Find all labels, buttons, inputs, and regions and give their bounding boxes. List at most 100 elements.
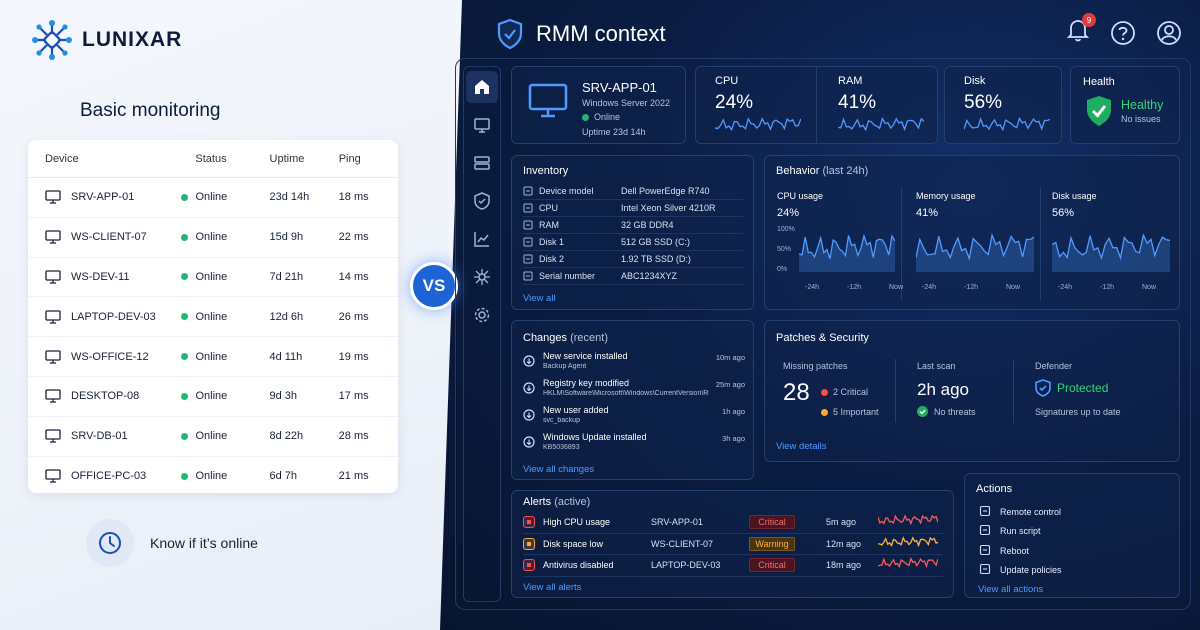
inventory-key: CPU — [523, 203, 621, 213]
changes-view-all[interactable]: View all changes — [523, 464, 595, 475]
severity-badge: Critical — [749, 558, 795, 573]
scan-status-text: No threats — [934, 406, 976, 417]
status-text: Online — [195, 390, 228, 403]
alert-severity: Warning — [749, 536, 826, 551]
sparkline-line — [714, 117, 802, 132]
action-item[interactable]: Reboot — [979, 541, 1169, 561]
sparkline-line — [877, 535, 939, 547]
alert-row[interactable]: High CPU usage SRV-APP-01 Critical 5m ago — [523, 512, 943, 534]
x-tick: Now — [889, 284, 904, 291]
important-text: 5 Important — [833, 407, 879, 417]
status-text: Online — [195, 310, 228, 323]
ping-cell: 14 ms — [338, 270, 369, 283]
behavior-chart-label: CPU usage — [777, 191, 824, 201]
alert-name: Disk space low — [543, 538, 604, 549]
change-item[interactable]: Registry key modified HKLM\Software\Micro… — [523, 378, 745, 405]
alert-row[interactable]: Antivirus disabled LAPTOP-DEV-03 Critical 1… — [523, 555, 943, 577]
col-status: Status — [195, 152, 227, 165]
sparkline — [877, 535, 939, 547]
change-item[interactable]: New service installed Backup Agent 10m ago — [523, 351, 745, 378]
nav-reports[interactable] — [466, 223, 498, 255]
table-row[interactable]: WS-DEV-11 Online 7d 21h 14 ms — [28, 258, 398, 298]
status-dot — [181, 193, 189, 201]
table-row[interactable]: SRV-APP-01 Online 23d 14h 18 ms — [28, 178, 398, 218]
alerts-title: Alerts (active) — [523, 496, 590, 508]
metric-ram: RAM 41% — [818, 66, 940, 144]
uptime-cell: 6d 7h — [269, 470, 297, 483]
inventory-key-text: RAM — [539, 220, 559, 230]
network-logo-icon — [32, 20, 72, 60]
sparkline-area — [799, 235, 895, 272]
change-item[interactable]: Windows Update installed KB5036893 3h ago — [523, 432, 745, 459]
device-cell: LAPTOP-DEV-03 — [45, 310, 181, 324]
patches-view-details[interactable]: View details — [776, 441, 827, 452]
nav-network[interactable] — [466, 261, 498, 293]
table-row[interactable]: DESKTOP-08 Online 9d 3h 17 ms — [28, 377, 398, 417]
table-row[interactable]: LAPTOP-DEV-03 Online 12d 6h 26 ms — [28, 297, 398, 338]
sparkline — [915, 232, 1035, 272]
device-cell: WS-DEV-11 — [45, 270, 181, 284]
help-icon[interactable] — [1110, 20, 1136, 46]
status-text: Online — [195, 350, 228, 363]
actions-view-all[interactable]: View all actions — [978, 584, 1044, 595]
divider — [1013, 359, 1014, 423]
ping-cell: 19 ms — [338, 350, 369, 363]
change-item[interactable]: New user added svc_backup 1h ago — [523, 405, 745, 432]
sparkline-line — [837, 116, 925, 132]
alerts-card: Alerts (active) High CPU usage SRV-APP-01… — [511, 490, 954, 598]
nav-home[interactable] — [466, 71, 498, 103]
nav-servers[interactable] — [466, 147, 498, 179]
metric-label: CPU — [715, 75, 739, 87]
uptime-cell: 9d 3h — [269, 390, 297, 403]
refresh-icon — [979, 563, 991, 577]
table-row[interactable]: WS-CLIENT-07 Online 15d 9h 22 ms — [28, 218, 398, 258]
behavior-title: Behavior (last 24h) — [776, 165, 868, 177]
actions-title: Actions — [976, 483, 1013, 495]
shield-check-icon — [1087, 96, 1111, 126]
device-name: WS-CLIENT-07 — [71, 231, 147, 244]
sparkline — [877, 557, 939, 569]
uptime-cell: 8d 22h — [269, 430, 304, 443]
status-cell: Online — [181, 271, 269, 283]
monitor-icon — [45, 429, 61, 443]
barcode-icon — [523, 271, 533, 281]
uptime-cell: 23d 14h — [269, 191, 310, 204]
status-text: Online — [195, 270, 228, 283]
inventory-view-all[interactable]: View all — [523, 293, 556, 304]
disk-icon — [523, 237, 533, 247]
action-item[interactable]: Remote control — [979, 502, 1169, 522]
x-tick: -24h — [805, 284, 820, 291]
action-item[interactable]: Update policies — [979, 561, 1169, 581]
inventory-key: Device model — [523, 186, 621, 196]
behavior-sparkline — [915, 230, 1035, 277]
user-avatar-icon[interactable] — [1156, 20, 1182, 46]
basic-panel: LUNIXAR Basic monitoring Device Status U… — [0, 0, 462, 630]
nav-devices[interactable] — [466, 109, 498, 141]
bell-icon — [1066, 20, 1090, 42]
behavior-chart-label: Memory usage — [916, 191, 976, 201]
inventory-key: RAM — [523, 220, 621, 230]
behavior-chart: CPU usage 24% 100% 50% 0% -24h -12h Now — [777, 188, 904, 300]
table-row[interactable]: WS-OFFICE-12 Online 4d 11h 19 ms — [28, 337, 398, 377]
status-text: Online — [195, 430, 228, 443]
table-row[interactable]: SRV-DB-01 Online 8d 22h 28 ms — [28, 417, 398, 457]
download-icon — [523, 351, 543, 378]
change-time: 1h ago — [722, 407, 745, 416]
inventory-row: CPU Intel Xeon Silver 4210R — [523, 200, 743, 217]
device-name: DESKTOP-08 — [71, 390, 140, 403]
inventory-row: Disk 2 1.92 TB SSD (D:) — [523, 251, 743, 268]
table-row[interactable]: OFFICE-PC-03 Online 6d 7h 21 ms — [28, 457, 398, 497]
alert-row[interactable]: Disk space low WS-CLIENT-07 Warning 12m ago — [523, 534, 943, 555]
actions-card: Actions Remote control Run script Reboot Up… — [964, 473, 1180, 598]
y-tick: 0% — [777, 266, 788, 273]
notification-count: 9 — [1082, 13, 1096, 27]
uptime-cell: 4d 11h — [269, 350, 303, 363]
notifications-button[interactable]: 9 — [1066, 13, 1096, 48]
nav-settings[interactable] — [466, 299, 498, 331]
nav-security[interactable] — [466, 185, 498, 217]
remote-control-icon — [979, 505, 991, 519]
vs-badge: VS — [410, 262, 458, 310]
action-item[interactable]: Run script — [979, 522, 1169, 542]
alerts-view-all[interactable]: View all alerts — [523, 582, 582, 593]
defender-status-text: Protected — [1057, 381, 1109, 395]
